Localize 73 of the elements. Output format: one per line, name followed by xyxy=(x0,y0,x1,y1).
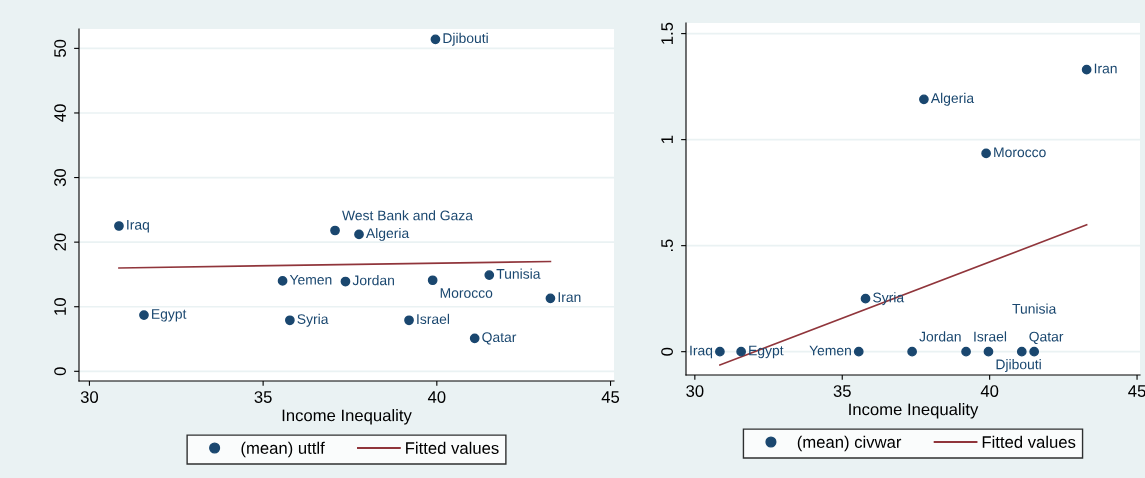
point xyxy=(545,293,556,304)
annotation: Tunisia xyxy=(1012,303,1057,314)
annotation: Morocco xyxy=(440,288,493,298)
point xyxy=(919,94,929,105)
y-tick-label: 0 xyxy=(54,367,66,376)
annotation: Qatar xyxy=(482,332,517,345)
annotation: Syria xyxy=(297,313,329,327)
annotation: Yemen xyxy=(809,345,851,356)
point xyxy=(860,293,871,304)
point xyxy=(983,346,994,357)
x-tick-label: 45 xyxy=(1128,385,1145,397)
point xyxy=(484,270,495,280)
annotation: West Bank and Gaza xyxy=(342,210,473,221)
y-tick-label: 0 xyxy=(661,347,673,356)
point xyxy=(1029,346,1040,357)
point xyxy=(715,346,725,357)
point xyxy=(981,148,991,159)
y-tick-label: 1.5 xyxy=(661,22,673,44)
legend-label: (mean) uttlf xyxy=(241,441,325,458)
legend-label: Fitted values xyxy=(982,435,1076,448)
point xyxy=(277,276,288,286)
point xyxy=(330,225,340,236)
x-tick-label: 35 xyxy=(254,391,272,403)
point xyxy=(1016,346,1027,357)
y-tick-label: 50 xyxy=(54,39,66,57)
annotation: Israel xyxy=(417,313,450,325)
x-tick-label: 30 xyxy=(80,391,99,403)
point xyxy=(427,275,438,286)
x-tick-label: 40 xyxy=(980,385,999,397)
legend-label: Fitted values xyxy=(406,441,499,454)
y-tick-label: 20 xyxy=(54,233,66,251)
annotation: Algeria xyxy=(365,227,410,241)
legend-label: (mean) civwar xyxy=(797,435,902,452)
x-tick-label: 40 xyxy=(427,391,446,403)
annotation: Iran xyxy=(558,292,581,303)
annotation: Djibouti xyxy=(443,32,488,46)
point xyxy=(340,276,351,287)
y-tick-label: 40 xyxy=(54,104,66,122)
annotation: Djibouti xyxy=(996,359,1041,373)
annotation: Tunisia xyxy=(496,268,541,279)
annotation: Egypt xyxy=(749,345,784,359)
point xyxy=(404,315,414,326)
annotation: Israel xyxy=(974,331,1007,342)
annotation: Iraq xyxy=(127,220,149,233)
x-tick-label: 45 xyxy=(601,391,620,403)
point xyxy=(139,310,149,320)
point xyxy=(114,221,124,231)
point xyxy=(961,346,971,357)
x-tick-label: 35 xyxy=(833,385,851,397)
annotation: Jordan xyxy=(919,331,961,342)
annotation: Morocco xyxy=(994,147,1046,158)
annotation: Iran xyxy=(1094,63,1117,74)
point xyxy=(354,229,364,240)
point xyxy=(907,346,917,357)
point xyxy=(430,34,441,45)
point xyxy=(853,346,864,357)
y-tick-label: 1 xyxy=(661,135,673,143)
point xyxy=(285,315,295,326)
x-axis-title: Income Inequality xyxy=(282,409,412,425)
y-tick-label: 30 xyxy=(54,168,66,187)
annotation: Algeria xyxy=(930,92,975,106)
x-axis-title: Income Inequality xyxy=(849,403,979,419)
y-tick-label: .5 xyxy=(661,239,673,252)
point xyxy=(1081,64,1092,75)
x-tick-label: 30 xyxy=(686,385,704,397)
point xyxy=(469,333,480,344)
annotation: Iraq xyxy=(690,345,713,359)
point xyxy=(736,346,746,357)
annotation: Yemen xyxy=(289,274,332,285)
annotation: Qatar xyxy=(1029,331,1064,344)
annotation: Egypt xyxy=(152,309,187,322)
y-tick-label: 10 xyxy=(54,298,66,315)
annotation: Jordan xyxy=(352,275,394,286)
